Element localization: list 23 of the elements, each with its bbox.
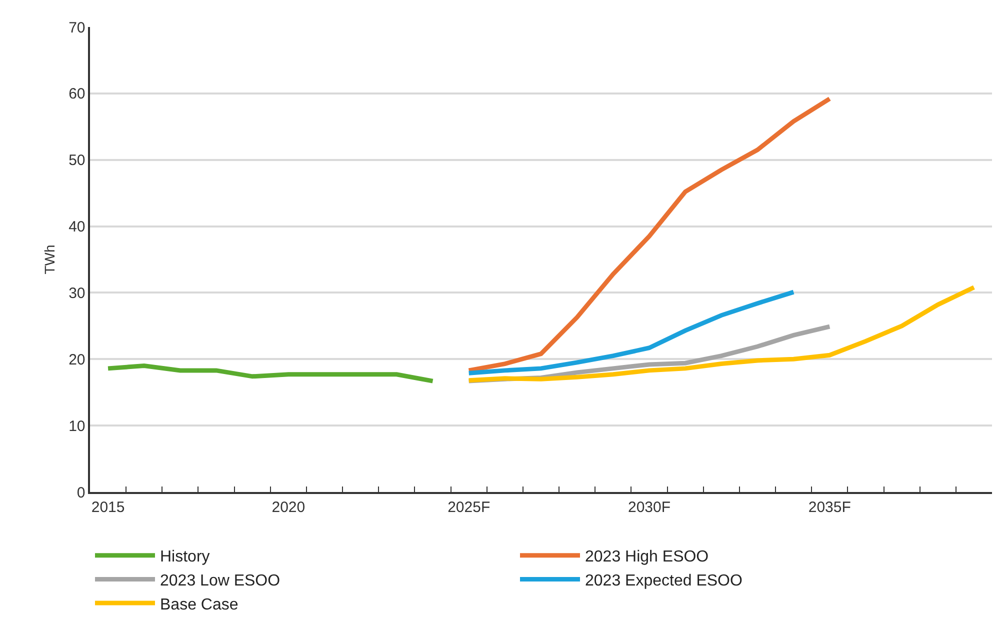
y-tick-label: 70 [68,19,86,36]
y-axis-title: TWh [42,244,58,274]
x-tick-label: 2020 [272,498,306,516]
y-tick-label: 50 [68,152,86,170]
y-tick-label: 20 [68,351,86,368]
x-tick-label: 2015 [91,498,125,516]
x-tick-label: 2030F [628,498,671,516]
line-series [466,96,832,373]
line-series [466,290,796,376]
line-series [466,285,976,383]
legend-label: Base Case [160,596,238,614]
y-tick-label: 60 [68,86,86,103]
legend-label: 2023 High ESOO [585,548,709,566]
y-tick-label: 40 [68,218,86,236]
legend-label: 2023 Low ESOO [160,572,280,590]
legend-label: History [160,548,210,566]
x-tick-label: 2025F [448,498,490,516]
x-tick-label: 2035F [808,498,851,516]
line-series [106,364,436,384]
y-tick-label: 30 [68,284,86,302]
y-tick-label: 0 [76,484,86,502]
legend-label: 2023 Expected ESOO [585,572,742,590]
y-tick-label: 10 [68,418,86,435]
